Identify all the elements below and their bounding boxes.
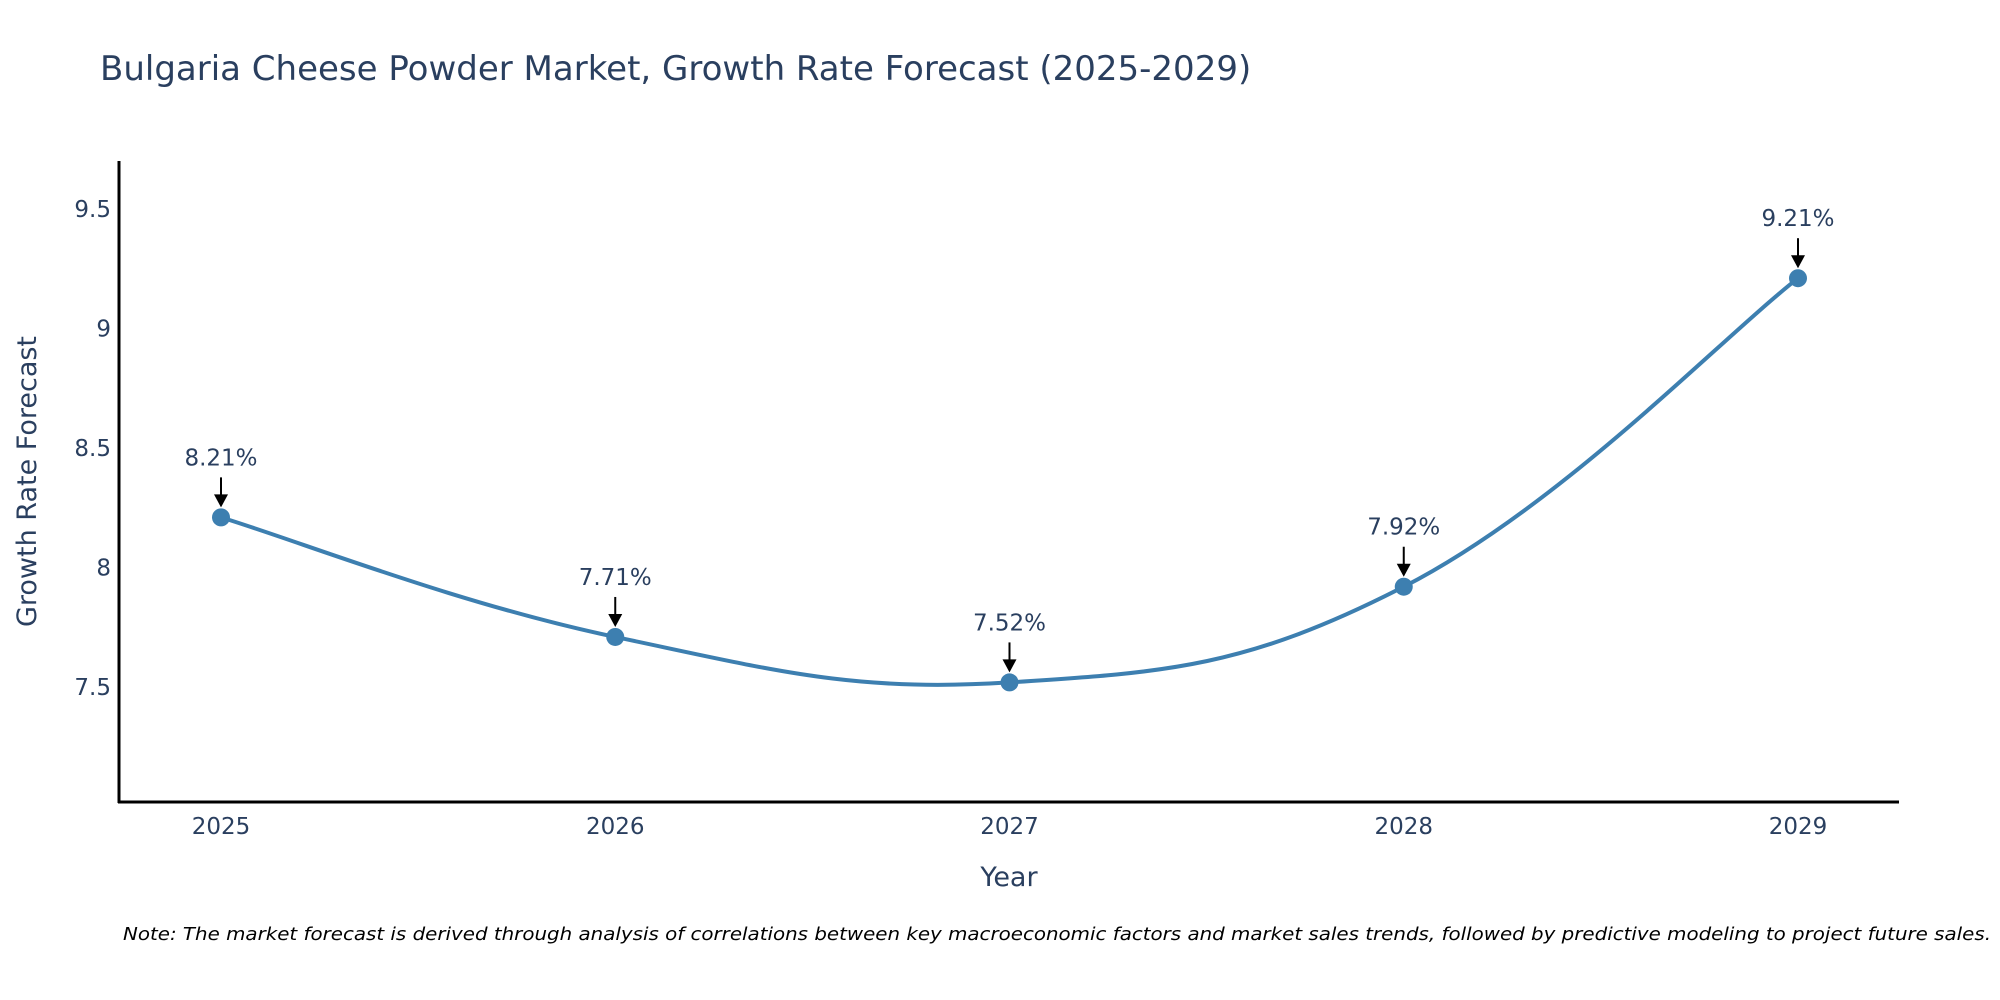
- annotation-arrow-head: [1396, 563, 1411, 577]
- chart-title: Bulgaria Cheese Powder Market, Growth Ra…: [100, 49, 1251, 89]
- x-tick-label: 2026: [586, 814, 645, 840]
- axes: [117, 161, 1899, 804]
- x-tick-label: 2029: [1769, 814, 1828, 840]
- data-label-2027: 7.52%: [973, 610, 1046, 636]
- data-point-2028: [1394, 577, 1413, 596]
- tick-labels: 2025 2026 2027 2028 2029 7.5 8 8.5 9 9.5: [74, 197, 1827, 840]
- x-tick-label: 2025: [192, 814, 251, 840]
- data-point-2029: [1789, 269, 1807, 288]
- y-tick-label: 9: [96, 316, 111, 342]
- annotation-arrow-head: [1791, 255, 1805, 269]
- annotation-arrow-head: [214, 494, 228, 508]
- annotation-arrow-head: [1002, 659, 1017, 673]
- x-tick-label: 2027: [980, 814, 1039, 840]
- data-label-2029: 9.21%: [1761, 206, 1834, 232]
- y-tick-label: 8: [96, 556, 111, 582]
- data-point-2025: [212, 508, 230, 527]
- data-points: [212, 269, 1807, 692]
- y-tick-label: 7.5: [74, 675, 111, 701]
- data-label-2025: 8.21%: [184, 445, 257, 471]
- data-point-2027: [1000, 673, 1019, 692]
- annotation-arrow-head: [608, 613, 623, 627]
- data-label-2026: 7.71%: [579, 565, 652, 591]
- y-tick-label: 9.5: [74, 197, 111, 223]
- y-tick-label: 8.5: [74, 436, 111, 462]
- footnote: Note: The market forecast is derived thr…: [123, 924, 1991, 945]
- data-point-2026: [606, 627, 625, 646]
- x-axis-title: Year: [979, 862, 1038, 893]
- data-label-2028: 7.92%: [1367, 515, 1440, 541]
- data-annotations: 8.21% 7.71% 7.52% 7.92% 9.21%: [184, 206, 1835, 673]
- y-axis-title: Growth Rate Forecast: [12, 336, 43, 627]
- x-tick-label: 2028: [1374, 814, 1433, 840]
